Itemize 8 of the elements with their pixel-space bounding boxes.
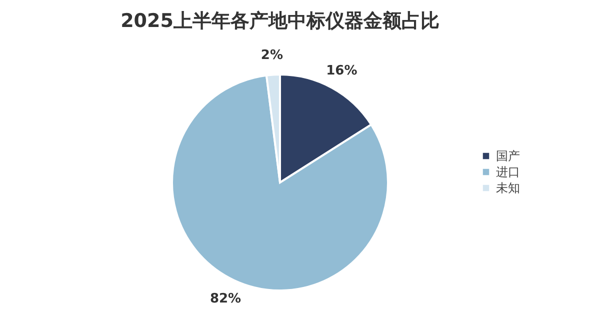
data-label: 16%: [326, 63, 358, 78]
legend-label: 未知: [496, 181, 520, 195]
legend-label: 国产: [496, 149, 520, 163]
legend-label: 进口: [496, 165, 520, 179]
pie-slice: [171, 74, 389, 292]
data-label: 82%: [210, 291, 242, 306]
data-label: 2%: [260, 48, 283, 63]
chart-title: 2025上半年各产地中标仪器金额占比: [120, 10, 440, 32]
